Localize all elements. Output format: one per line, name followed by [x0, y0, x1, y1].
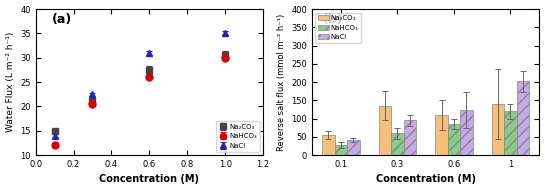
Bar	[347, 140, 360, 155]
Bar	[435, 115, 448, 155]
Y-axis label: Reverse salt flux (mmol m⁻² h⁻¹): Reverse salt flux (mmol m⁻² h⁻¹)	[277, 13, 286, 151]
X-axis label: Concentration (M): Concentration (M)	[376, 174, 476, 184]
Text: (a): (a)	[52, 13, 72, 26]
Bar	[504, 111, 517, 155]
Bar	[391, 133, 404, 155]
Text: (b): (b)	[323, 13, 344, 26]
Bar	[517, 81, 529, 155]
Bar	[322, 135, 335, 155]
Legend: Na₂CO₃, NaHCO₃, NaCl: Na₂CO₃, NaHCO₃, NaCl	[316, 13, 361, 43]
Y-axis label: Water Flux (L m⁻² h⁻¹): Water Flux (L m⁻² h⁻¹)	[5, 32, 15, 132]
Bar	[492, 104, 504, 155]
Bar	[460, 110, 473, 155]
X-axis label: Concentration (M): Concentration (M)	[99, 174, 199, 184]
Bar	[448, 124, 460, 155]
Legend: Na₂CO₃, NaHCO₃, NaCl: Na₂CO₃, NaHCO₃, NaCl	[216, 121, 259, 152]
Bar	[404, 120, 416, 155]
Bar	[335, 145, 347, 155]
Bar	[379, 106, 391, 155]
